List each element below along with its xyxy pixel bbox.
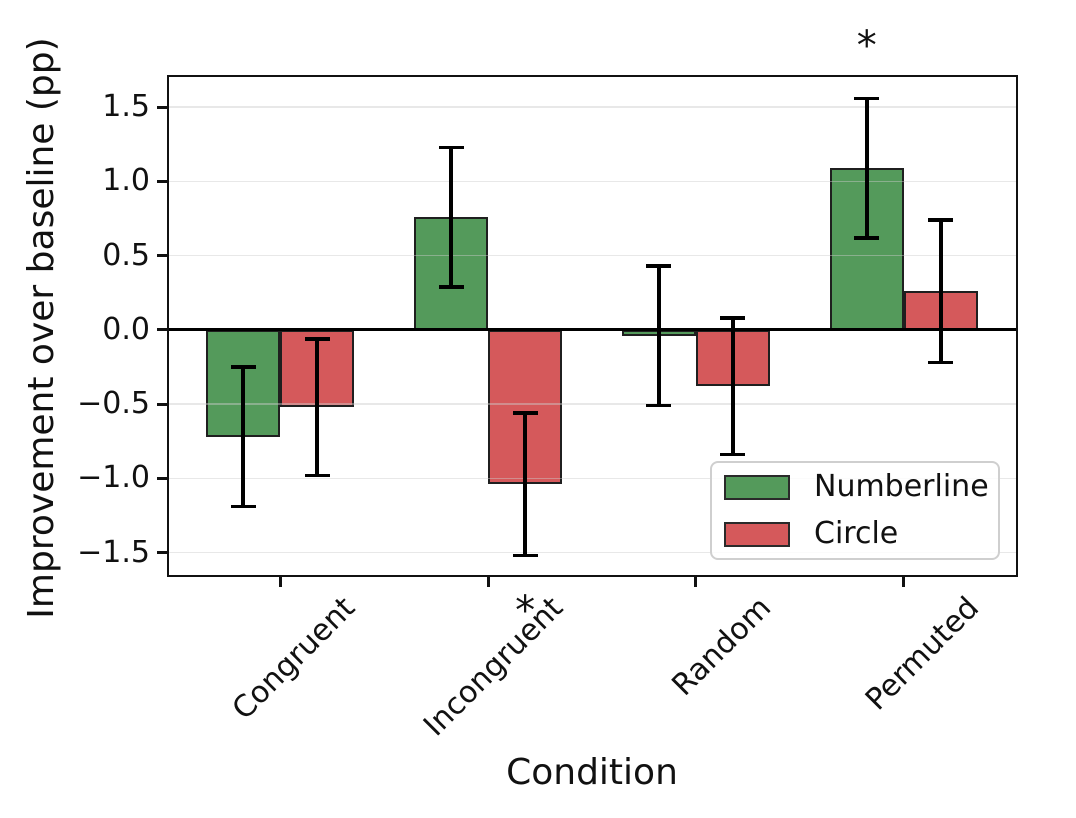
y-tick-label: 1.0	[102, 163, 150, 199]
zero-line	[168, 328, 1016, 332]
error-bar-permuted-circle	[939, 220, 943, 363]
y-tick	[157, 254, 168, 258]
legend-swatch-numberline	[724, 474, 790, 500]
error-bar-random-circle	[731, 318, 735, 455]
gridline	[168, 106, 1016, 108]
legend-swatch-circle	[724, 521, 790, 547]
x-tick	[694, 576, 698, 587]
error-bar-congruent-numberline-cap-bottom	[230, 504, 256, 509]
error-bar-random-numberline-cap-bottom	[646, 403, 672, 408]
error-bar-incongruent-numberline-cap-top	[438, 145, 464, 150]
error-bar-congruent-circle	[315, 338, 319, 476]
x-tick-label-congruent: Congruent	[225, 590, 363, 727]
x-tick-label-permuted: Permuted	[858, 590, 986, 718]
gridline	[168, 180, 1016, 183]
y-tick	[157, 476, 168, 480]
error-bar-incongruent-numberline	[449, 147, 453, 287]
significance-asterisk-incongruent-circle: *	[515, 587, 536, 634]
error-bar-random-circle-cap-bottom	[720, 452, 746, 457]
error-bar-incongruent-circle	[523, 413, 527, 556]
y-tick-label: 0.0	[102, 311, 150, 347]
y-tick	[157, 105, 168, 109]
y-tick	[157, 328, 168, 332]
legend-item-numberline: Numberline	[724, 469, 989, 504]
error-bar-congruent-numberline-cap-top	[230, 365, 256, 369]
significance-asterisk-permuted-numberline: *	[856, 23, 877, 70]
legend-label-numberline: Numberline	[814, 469, 989, 504]
error-bar-permuted-numberline-cap-bottom	[854, 236, 880, 240]
error-bar-permuted-circle-cap-top	[928, 218, 954, 222]
x-axis-label: Condition	[506, 752, 678, 794]
error-bar-permuted-numberline	[865, 98, 869, 238]
y-tick	[157, 551, 168, 555]
error-bar-random-numberline	[657, 266, 661, 406]
error-bar-random-circle-cap-top	[720, 316, 746, 320]
legend-label-circle: Circle	[814, 516, 899, 551]
error-bar-congruent-circle-cap-top	[304, 337, 330, 341]
gridline	[168, 254, 1016, 257]
gridline	[168, 551, 1016, 554]
y-tick	[157, 179, 168, 183]
error-bar-incongruent-circle-cap-bottom	[512, 553, 538, 558]
error-bar-incongruent-numberline-cap-bottom	[438, 285, 464, 289]
y-tick-label: −1.0	[77, 460, 150, 496]
x-tick	[486, 576, 490, 587]
error-bar-congruent-numberline	[241, 367, 245, 507]
error-bar-permuted-circle-cap-bottom	[928, 360, 954, 365]
legend-item-circle: Circle	[724, 519, 986, 549]
error-bar-incongruent-circle-cap-top	[512, 411, 538, 415]
y-tick	[157, 402, 168, 406]
x-tick	[278, 576, 282, 587]
y-tick-label: −1.5	[77, 534, 150, 570]
y-tick-label: −0.5	[77, 386, 150, 422]
y-tick-label: 0.5	[102, 237, 150, 273]
gridline	[168, 477, 1016, 480]
x-tick	[902, 576, 906, 587]
gridline	[168, 403, 1016, 405]
error-bar-congruent-circle-cap-bottom	[304, 473, 330, 478]
legend: Numberline Circle	[710, 461, 1000, 560]
y-tick-label: 1.5	[102, 89, 150, 125]
error-bar-random-numberline-cap-top	[646, 264, 672, 268]
error-bar-permuted-numberline-cap-top	[854, 96, 880, 101]
